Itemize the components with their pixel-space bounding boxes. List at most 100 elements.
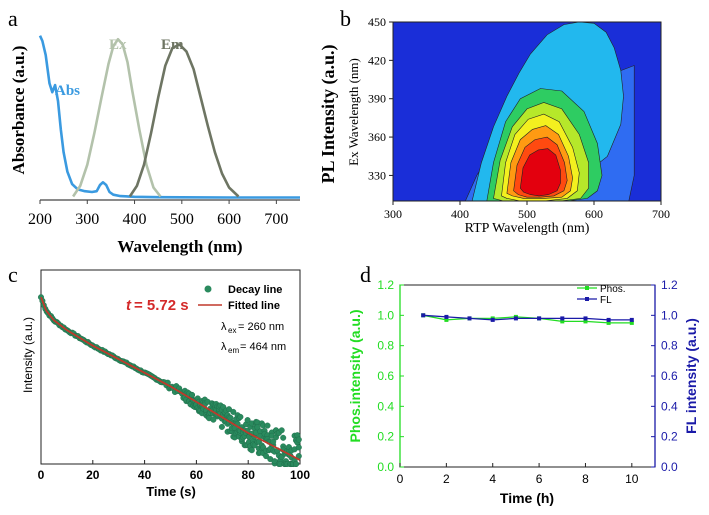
- panel-label-b: b: [340, 6, 351, 31]
- panel-d-left-y-tick-label: 0.6: [377, 369, 394, 383]
- panel-d-point: [537, 316, 542, 321]
- panel-d-point: [560, 316, 565, 321]
- decay-point: [293, 461, 300, 468]
- panel-a-x-tick-label: 600: [217, 211, 241, 228]
- panel-a-x-axis-label: Wavelength (nm): [117, 237, 242, 256]
- panel-b-y-tick-label: 420: [368, 53, 386, 67]
- panel-b-x-tick-label: 600: [585, 207, 603, 221]
- panel-d-point: [467, 316, 472, 321]
- panel-d-left-y-tick-label: 0.0: [377, 460, 394, 474]
- fitted-line: [40, 296, 301, 461]
- decay-point: [230, 408, 237, 415]
- panel-c-lambda-em-value: = 464 nm: [240, 341, 286, 353]
- decay-point: [295, 436, 302, 443]
- panel-d-x-axis-label: Time (h): [500, 490, 554, 506]
- panel-c-y-axis-label: Intensity (a.u.): [21, 317, 35, 393]
- panel-d-x-tick-label: 4: [489, 472, 496, 486]
- legend-em-label: Em: [161, 37, 184, 53]
- panel-d-left-y-tick-label: 0.8: [377, 339, 394, 353]
- panel-a-x-tick-label: 300: [75, 211, 99, 228]
- legend-decay-marker: [204, 285, 212, 293]
- panel-d-plot-frame: [399, 284, 656, 468]
- panel-c-lambda-ex-value: = 260 nm: [238, 321, 284, 333]
- decay-point: [264, 422, 271, 429]
- decay-point: [270, 438, 277, 445]
- panel-b-y-tick-label: 330: [368, 168, 386, 182]
- panel-d-point: [444, 314, 449, 319]
- panel-b-x-axis-label: RTP Wavelength (nm): [465, 221, 590, 236]
- legend-phos-label: Phos.: [600, 284, 626, 295]
- panel-d-x-tick-label: 10: [625, 472, 639, 486]
- legend-phos-square: [585, 286, 589, 290]
- panel-c-x-tick-label: 40: [138, 468, 152, 482]
- panel-c-lambda-ex-symbol: λ: [221, 321, 227, 333]
- panel-d-right-y-tick-label: 0.6: [661, 369, 678, 383]
- panel-b-y-axis-label: Ex Wavelength (nm): [346, 58, 361, 166]
- panel-d-x-tick-label: 6: [536, 472, 543, 486]
- decay-point: [188, 391, 195, 398]
- panel-d-point: [560, 319, 565, 324]
- panel-a-series-abs: [38, 35, 300, 199]
- panel-d-right-y-tick-label: 0.4: [661, 399, 678, 413]
- legend-fit-label: Fitted line: [228, 300, 280, 312]
- panel-b-contour-map: 300 400 500 600 700 330 360 390 420 450 RTP Wavel…: [318, 15, 670, 236]
- panel-d-point: [421, 313, 426, 318]
- panel-d-left-y-tick-label: 0.4: [377, 399, 394, 413]
- panel-c-lifetime-value: = 5.72 s: [134, 297, 189, 314]
- panel-c-decay-chart: 0 20 40 60 80 100 Time (s) Intensity (a.u.) t…: [21, 269, 310, 499]
- panel-d-right-y-tick-label: 0.8: [661, 339, 678, 353]
- panel-d-left-y-tick-label: 1.0: [377, 308, 394, 322]
- panel-c-lambda-em-sub: em: [228, 346, 239, 355]
- panel-d-right-axis-label: FL intensity (a.u.): [683, 318, 699, 434]
- panel-label-d: d: [360, 262, 371, 287]
- panel-c-lambda-em-symbol: λ: [221, 341, 227, 353]
- panel-b-title: PL Intensity (a.u.): [318, 44, 339, 183]
- panel-a-series-em: [128, 43, 240, 198]
- panel-label-c: c: [8, 262, 18, 287]
- panel-b-x-tick-label: 700: [652, 207, 670, 221]
- panel-d-x-tick-label: 8: [582, 472, 589, 486]
- legend-abs-label: Abs: [55, 83, 80, 99]
- panel-b-x-tick-label: 400: [451, 207, 469, 221]
- panel-b-y-tick-label: 360: [368, 130, 386, 144]
- panel-d-point: [629, 320, 634, 325]
- panel-d-point: [606, 320, 611, 325]
- panel-label-a: a: [8, 6, 18, 31]
- decay-point: [254, 424, 261, 431]
- panel-d-series-fl: [423, 314, 632, 321]
- legend-fl-square: [585, 297, 589, 301]
- panel-a-y-axis-label: Absorbance (a.u.): [9, 46, 28, 175]
- panel-b-y-tick-label: 390: [368, 92, 386, 106]
- panel-b-y-tick-label: 450: [368, 15, 386, 29]
- panel-d-point: [606, 317, 611, 322]
- panel-b-x-tick-label: 300: [384, 207, 402, 221]
- panel-d-point: [490, 317, 495, 322]
- panel-d-left-y-tick-label: 0.2: [377, 430, 394, 444]
- decay-point: [280, 434, 287, 441]
- panel-d-point: [513, 316, 518, 321]
- panel-a-absorbance-chart: 200 300 400 500 600 700 Wavelength (nm) Absor…: [9, 35, 300, 256]
- panel-d-point: [583, 316, 588, 321]
- panel-d-point: [583, 319, 588, 324]
- legend-ex-label: Ex: [109, 37, 127, 53]
- panel-d-left-y-tick-label: 1.2: [377, 278, 394, 292]
- legend-decay-label: Decay line: [228, 284, 282, 296]
- panel-c-lambda-ex-sub: ex: [228, 326, 236, 335]
- panel-c-x-tick-label: 80: [242, 468, 256, 482]
- decay-point: [225, 406, 232, 413]
- panel-d-x-tick-label: 2: [443, 472, 450, 486]
- panel-d-point: [444, 317, 449, 322]
- panel-d-left-axis-label: Phos.intensity (a.u.): [347, 309, 363, 442]
- panel-a-x-tick-label: 200: [28, 211, 52, 228]
- panel-c-x-tick-label: 60: [190, 468, 204, 482]
- decay-point: [263, 453, 270, 460]
- decay-point: [218, 423, 225, 430]
- panel-d-right-y-tick-label: 1.0: [661, 308, 678, 322]
- panel-b-x-tick-label: 500: [518, 207, 536, 221]
- panel-d-point: [629, 317, 634, 322]
- decay-point: [248, 447, 255, 454]
- decay-point: [237, 413, 244, 420]
- panel-c-x-tick-label: 0: [38, 468, 45, 482]
- panel-d-right-y-tick-label: 0.2: [661, 430, 678, 444]
